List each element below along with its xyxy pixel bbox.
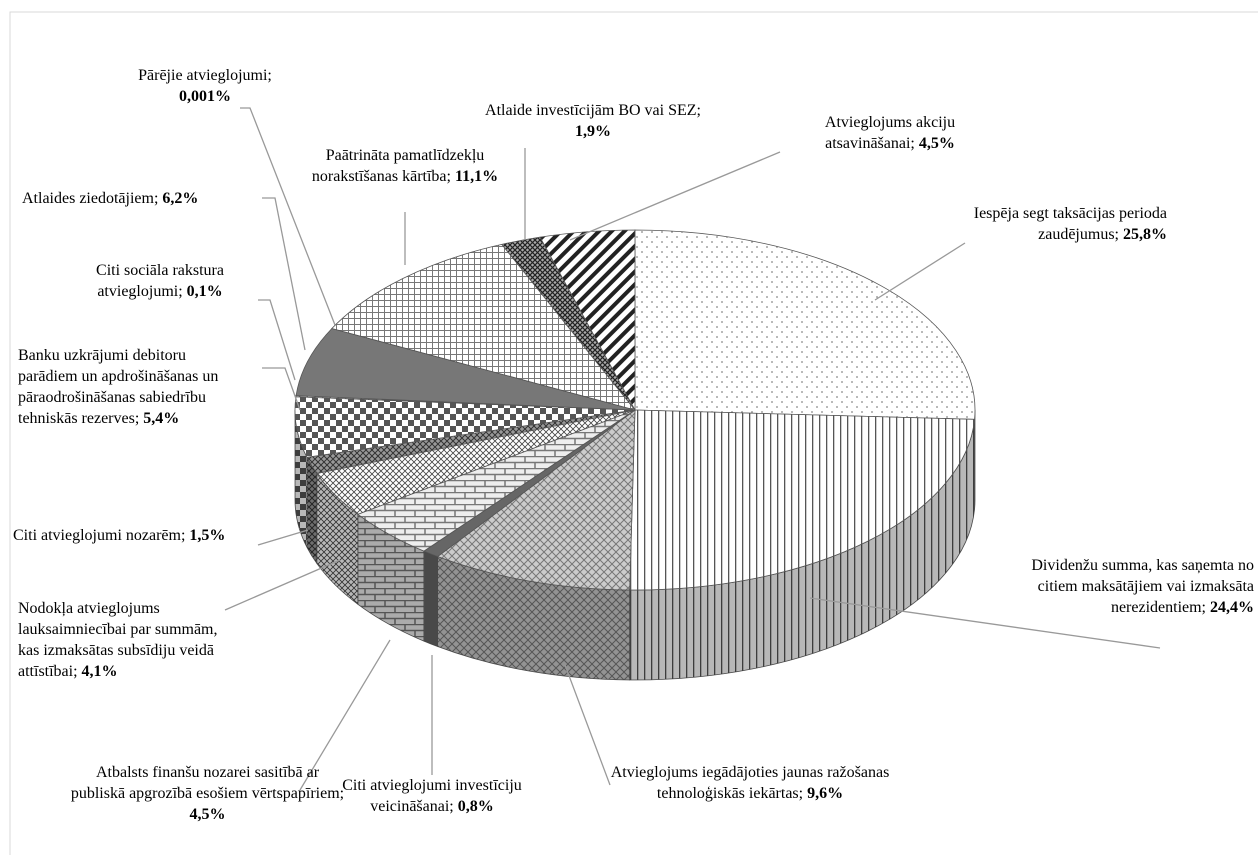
category-label: Banku uzkrājumi debitoru parādiem un apd… — [18, 347, 219, 427]
category-label: Pārējie atvieglojumi; — [138, 67, 272, 84]
leader-line — [262, 367, 301, 411]
data-label: Banku uzkrājumi debitoru parādiem un apd… — [18, 345, 248, 429]
leader-line — [257, 529, 309, 546]
category-label: Dividenžu summa, kas saņemta no citiem m… — [1031, 557, 1254, 616]
data-label: Atbalsts finanšu nozarei sasitībā ar pub… — [70, 762, 345, 825]
data-label: Citi atvieglojumi investīciju veicināšan… — [327, 775, 537, 817]
value-label: 5,4% — [143, 410, 180, 427]
slice — [629, 409, 975, 591]
category-label: Paātrināta pamatlīdzekļu norakstīšanas k… — [311, 147, 485, 185]
value-label: 1,9% — [575, 123, 611, 140]
data-label: Nodokļa atvieglojums lauksaimniecībai pa… — [18, 598, 233, 682]
leader-line — [564, 664, 611, 786]
leader-line — [240, 107, 336, 326]
value-label: 4,5% — [918, 135, 955, 152]
value-label: 11,1% — [454, 168, 499, 185]
value-label: 24,4% — [1210, 599, 1254, 616]
slice — [436, 409, 636, 591]
data-label: Dividenžu summa, kas saņemta no citiem m… — [1030, 555, 1254, 618]
leader-line — [258, 299, 296, 381]
leader-line — [874, 242, 966, 301]
slice-side-shade — [306, 457, 317, 564]
value-label: 0,8% — [457, 798, 494, 815]
leader-line — [809, 597, 1161, 649]
category-label: Atvieglojums iegādājoties jaunas ražošan… — [610, 764, 890, 802]
category-label: Citi atvieglojumi investīciju veicināšan… — [342, 777, 522, 815]
slice-side-shade — [423, 551, 438, 647]
leader-line — [569, 151, 781, 241]
value-label: 6,2% — [162, 190, 199, 207]
data-label: Pārējie atvieglojumi; 0,001% — [115, 65, 295, 107]
category-label: Atlaide investīcijām BO vai SEZ; — [485, 102, 701, 119]
value-label: 25,8% — [1123, 226, 1167, 243]
category-label: Citi sociāla rakstura atvieglojumi; — [96, 262, 224, 300]
slice-side-shade — [629, 419, 975, 680]
value-label: 1,5% — [189, 527, 226, 544]
slice-side-shade — [295, 410, 307, 548]
value-label: 9,6% — [807, 785, 844, 802]
data-label: Atlaides ziedotājiem; 6,2% — [22, 188, 272, 209]
value-label: 0,1% — [186, 283, 223, 300]
data-label: Paātrināta pamatlīdzekļu norakstīšanas k… — [300, 145, 510, 187]
slice-side-shade — [316, 473, 358, 605]
data-label: Atvieglojums akciju atsavināšanai; 4,5% — [790, 112, 990, 154]
frame — [9, 11, 1258, 855]
data-label: Citi atvieglojumi nozarēm; 1,5% — [13, 525, 263, 546]
value-label: 4,1% — [81, 663, 118, 680]
data-label: Atvieglojums iegādājoties jaunas ražošan… — [605, 762, 895, 804]
slice-side-shade — [437, 556, 630, 680]
category-label: Iespēja segt taksācijas perioda zaudējum… — [973, 205, 1167, 243]
leader-line — [262, 197, 306, 351]
category-label: Atvieglojums akciju atsavināšanai; — [824, 114, 956, 152]
category-label: Atbalsts finanšu nozarei sasitībā ar pub… — [70, 764, 345, 802]
data-label: Iespēja segt taksācijas perioda zaudējum… — [925, 203, 1167, 245]
slice — [331, 243, 637, 411]
category-label: Atlaides ziedotājiem; — [22, 190, 159, 207]
category-label: Citi atvieglojumi nozarēm; — [13, 527, 186, 544]
category-label: Nodokļa atvieglojums lauksaimniecībai pa… — [18, 600, 218, 680]
leader-line — [224, 559, 341, 611]
value-label: 0,001% — [179, 88, 231, 105]
slice — [634, 229, 976, 420]
data-label: Atlaide investīcijām BO vai SEZ; 1,9% — [478, 100, 708, 142]
value-label: 4,5% — [189, 806, 226, 823]
slice-side-shade — [357, 514, 424, 642]
data-label: Citi sociāla rakstura atvieglojumi; 0,1% — [60, 260, 260, 302]
slice — [295, 328, 636, 411]
slice — [539, 229, 636, 411]
leader-line — [299, 639, 391, 791]
